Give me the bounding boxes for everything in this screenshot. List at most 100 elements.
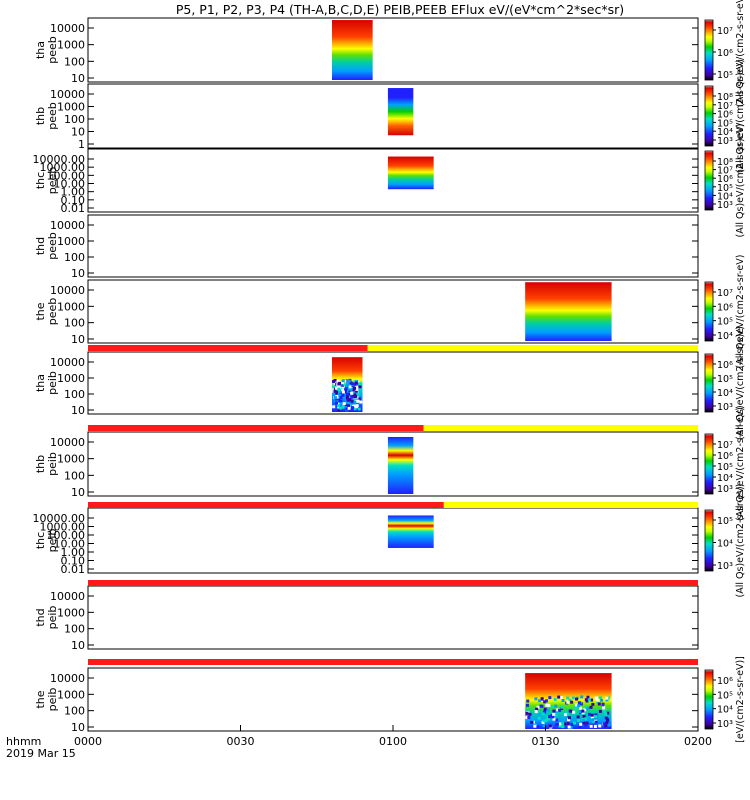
y-label-product: peib	[46, 688, 59, 712]
speckle-pixel	[599, 696, 603, 700]
mode-bar-red	[88, 580, 698, 586]
speckle-pixel	[569, 725, 573, 729]
colorbar-tick-label: 10⁷	[717, 26, 733, 37]
speckle-pixel	[337, 408, 341, 412]
speckle-pixel	[534, 710, 538, 714]
speckle-pixel	[359, 400, 363, 404]
mode-bar-red	[88, 425, 424, 431]
speckle-pixel	[579, 722, 583, 726]
colorbar-tick-label: 10⁴	[717, 191, 733, 202]
y-label-probe: thb	[34, 455, 47, 473]
speckle-pixel	[536, 710, 540, 714]
y-label-product: peeb	[46, 167, 59, 195]
speckle-pixel	[333, 396, 337, 400]
speckle-pixel	[597, 702, 601, 706]
speckle-pixel	[547, 703, 551, 707]
colorbar-tick-label: 10³	[717, 719, 733, 730]
colorbar-label: (All Qs)eV/(cm2-s-sr-eV)	[735, 255, 746, 369]
y-tick-label: 1000	[57, 235, 85, 248]
speckle-pixel	[603, 710, 607, 714]
speckle-pixel	[576, 718, 580, 722]
colorbar-label: (All Qs)eV/(cm2-s-sr-eV)	[735, 407, 746, 521]
y-tick-label: 10	[71, 72, 85, 85]
speckle-pixel	[343, 379, 347, 383]
colorbar-tick-label: 10⁶	[717, 302, 733, 313]
speckle-pixel	[585, 699, 589, 703]
speckle-pixel	[600, 698, 604, 702]
speckle-pixel	[525, 711, 529, 715]
y-tick-label: 10.00	[54, 538, 86, 551]
speckle-pixel	[545, 703, 549, 707]
y-tick-label: 10000	[50, 672, 85, 685]
speckle-pixel	[359, 382, 363, 386]
speckle-pixel	[590, 715, 594, 719]
y-label-probe: thd	[34, 237, 47, 255]
mode-bar-yellow	[367, 345, 698, 351]
speckle-pixel	[351, 406, 355, 410]
speckle-pixel	[584, 723, 588, 727]
speckle-pixel	[337, 385, 341, 389]
speckle-pixel	[586, 707, 590, 711]
speckle-pixel	[561, 718, 565, 722]
mode-bar-yellow	[443, 502, 698, 508]
speckle-pixel	[561, 722, 565, 726]
y-label-probe: thb	[34, 107, 47, 125]
speckle-pixel	[554, 713, 558, 717]
colorbar-tick-label: 10⁵	[717, 690, 733, 701]
speckle-pixel	[354, 389, 358, 393]
speckle-pixel	[347, 398, 351, 402]
speckle-pixel	[608, 725, 612, 729]
speckle-pixel	[607, 723, 611, 727]
speckle-pixel	[570, 723, 574, 727]
speckle-pixel	[341, 390, 345, 394]
speckle-pixel	[355, 399, 359, 403]
speckle-pixel	[582, 721, 586, 725]
speckle-pixel	[339, 402, 343, 406]
speckle-pixel	[341, 379, 345, 383]
speckle-pixel	[590, 713, 594, 717]
speckle-pixel	[528, 712, 532, 716]
x-tick-label: 0100	[379, 735, 407, 748]
panel-frame	[87, 83, 699, 149]
speckle-pixel	[552, 712, 556, 716]
speckle-pixel	[591, 702, 595, 706]
panel-4: 10000 1000 100 10 thdpeeb	[34, 214, 699, 280]
speckle-pixel	[540, 697, 544, 701]
speckle-pixel	[335, 390, 339, 394]
speckle-pixel	[559, 722, 563, 726]
y-axis-label: thdpeib	[34, 606, 59, 630]
mode-bar-yellow	[423, 425, 698, 431]
y-tick-label: 10000	[50, 436, 85, 449]
speckle-pixel	[542, 719, 546, 723]
colorbar-tick-label: 10⁵	[717, 317, 733, 328]
speckle-pixel	[572, 721, 576, 725]
speckle-pixel	[561, 698, 565, 702]
speckle-pixel	[353, 407, 357, 411]
speckle-pixel	[542, 724, 546, 728]
y-label-probe: thc	[34, 172, 47, 189]
colorbar-tick-label: 10⁴	[717, 473, 733, 484]
speckle-pixel	[546, 708, 550, 712]
speckle-pixel	[347, 401, 351, 405]
speckle-pixel	[594, 696, 598, 700]
spectrogram-block	[525, 282, 612, 341]
speckle-pixel	[551, 705, 555, 709]
colorbar-label: (All Qs)eV/(cm2-s-sr-eV)	[735, 326, 746, 440]
colorbar	[704, 281, 714, 342]
y-tick-label: 10	[71, 721, 85, 734]
speckle-pixel	[546, 717, 550, 721]
speckle-pixel	[539, 704, 543, 708]
speckle-pixel	[558, 708, 562, 712]
speckle-pixel	[577, 701, 581, 705]
speckle-pixel	[557, 695, 561, 699]
speckle-pixel	[583, 708, 587, 712]
speckle-pixel	[338, 381, 342, 385]
panel-frame	[87, 214, 699, 278]
speckle-pixel	[607, 718, 611, 722]
speckle-pixel	[605, 698, 609, 702]
y-label-product: peeb	[46, 102, 59, 130]
speckle-pixel	[552, 717, 556, 721]
speckle-pixel	[565, 712, 569, 716]
y-tick-label: 0.10	[61, 194, 86, 207]
y-label-product: peib	[46, 606, 59, 630]
